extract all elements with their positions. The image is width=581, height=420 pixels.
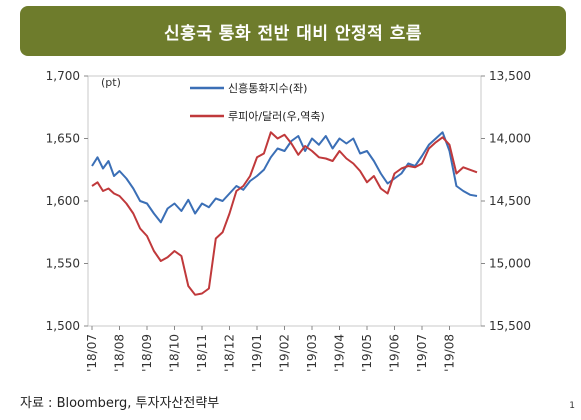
left-tick-label: 1,550 (46, 257, 80, 271)
x-tick-label: '18/08 (113, 334, 127, 372)
x-tick-label: '18/10 (168, 334, 182, 372)
left-tick-label: 1,700 (46, 69, 80, 83)
right-axis: 13,500 14,000 14,500 15,000 15,500 (481, 69, 531, 333)
x-tick-label: '19/04 (333, 334, 347, 372)
right-tick-label: 13,500 (489, 69, 531, 83)
x-tick-label: '19/02 (278, 334, 292, 372)
left-tick-label: 1,650 (46, 132, 80, 146)
x-tick-label: '19/08 (443, 334, 457, 372)
legend-label-red: 루피아/달러(우,역축) (228, 110, 325, 123)
page-number: 1 (569, 401, 575, 411)
x-tick-label: '19/07 (415, 334, 429, 372)
legend: 신흥통화지수(좌) 루피아/달러(우,역축) (190, 81, 325, 123)
left-axis: 1,700 1,650 1,600 1,550 1,500 (46, 69, 88, 333)
right-tick-label: 15,500 (489, 319, 531, 333)
right-tick-label: 14,500 (489, 194, 531, 208)
x-tick-label: '18/09 (140, 334, 154, 372)
x-tick-label: '18/07 (85, 334, 99, 372)
series-line-blue (91, 131, 478, 224)
x-tick-label: '18/12 (223, 334, 237, 372)
series-group (91, 131, 478, 296)
left-unit-label: (pt) (101, 76, 121, 89)
left-tick-label: 1,600 (46, 194, 80, 208)
x-axis: '18/07 '18/08 '18/09 '18/10 '18/11 '18/12 '19/… (85, 326, 457, 372)
x-tick-label: '19/05 (360, 334, 374, 372)
x-tick-label: '18/11 (195, 334, 209, 372)
x-tick-label: '19/03 (305, 334, 319, 372)
chart-title: 신흥국 통화 전반 대비 안정적 흐름 (20, 6, 566, 56)
x-tick-label: '19/01 (250, 334, 264, 372)
left-tick-label: 1,500 (46, 319, 80, 333)
series-line-red (91, 131, 478, 296)
right-tick-label: 15,000 (489, 257, 531, 271)
x-tick-label: '19/06 (388, 334, 402, 372)
right-tick-label: 14,000 (489, 132, 531, 146)
legend-label-blue: 신흥통화지수(좌) (228, 81, 307, 95)
source-note: 자료 : Bloomberg, 투자자산전략부 (20, 396, 220, 411)
